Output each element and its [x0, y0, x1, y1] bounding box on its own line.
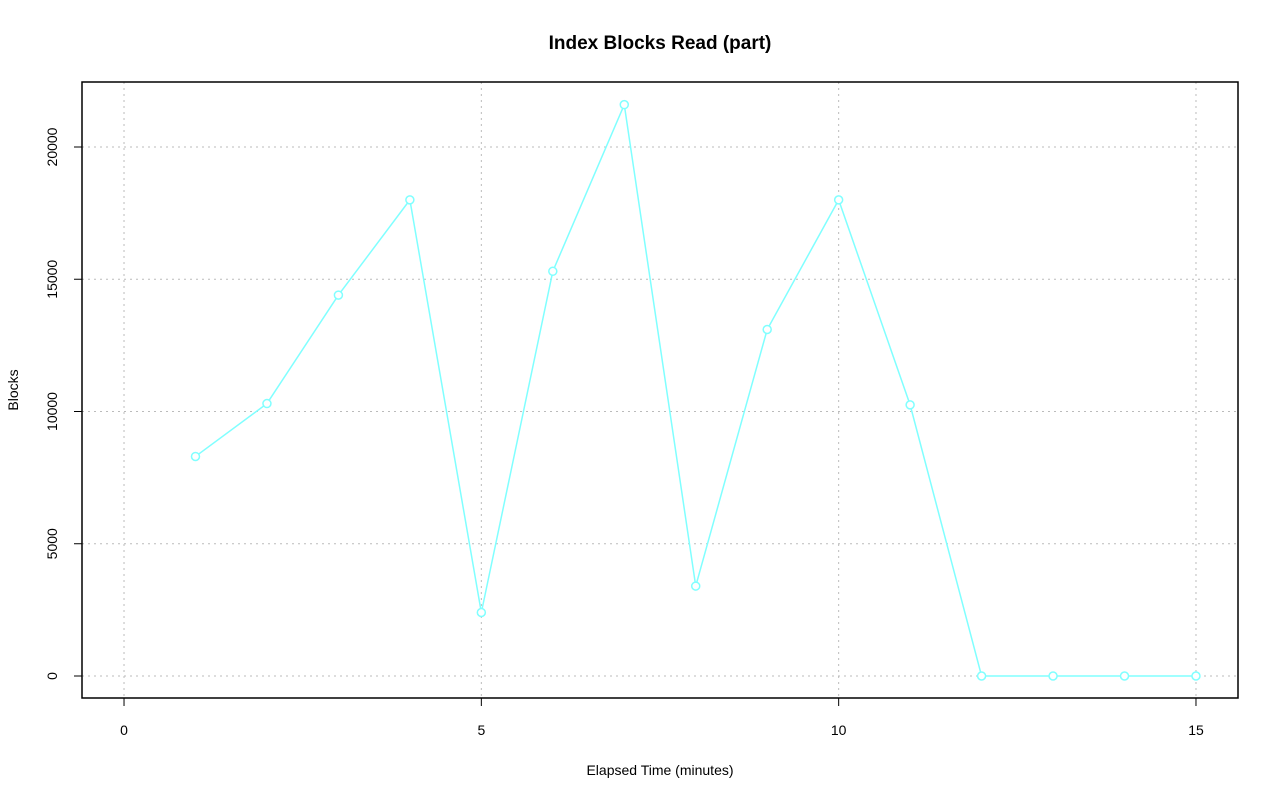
plot-frame — [81, 81, 1239, 699]
data-point — [619, 99, 630, 110]
x-tick-label: 15 — [1188, 722, 1204, 738]
chart-title: Index Blocks Read (part) — [549, 33, 772, 54]
y-tick-label: 0 — [44, 672, 60, 680]
data-point — [548, 266, 558, 277]
data-point — [476, 607, 487, 618]
x-tick-label: 5 — [477, 722, 485, 738]
data-point — [405, 195, 415, 205]
y-tick-label: 20000 — [44, 127, 60, 166]
data-point — [762, 324, 772, 335]
x-axis-label: Elapsed Time (minutes) — [586, 762, 733, 778]
data-point — [333, 290, 344, 300]
y-axis-label: Blocks — [5, 369, 21, 410]
data-point — [905, 400, 915, 410]
x-tick-label: 10 — [831, 722, 847, 738]
data-point — [1048, 671, 1058, 681]
data-point — [833, 195, 844, 205]
data-point — [1191, 671, 1201, 681]
y-tick-label: 10000 — [44, 392, 60, 431]
data-point — [976, 671, 987, 681]
data-point — [190, 451, 201, 462]
data-point — [1119, 671, 1130, 681]
y-tick-label: 5000 — [44, 528, 60, 559]
data-point — [262, 398, 272, 409]
y-tick-label: 15000 — [44, 260, 60, 299]
x-tick-label: 0 — [120, 722, 128, 738]
data-point — [690, 581, 701, 591]
